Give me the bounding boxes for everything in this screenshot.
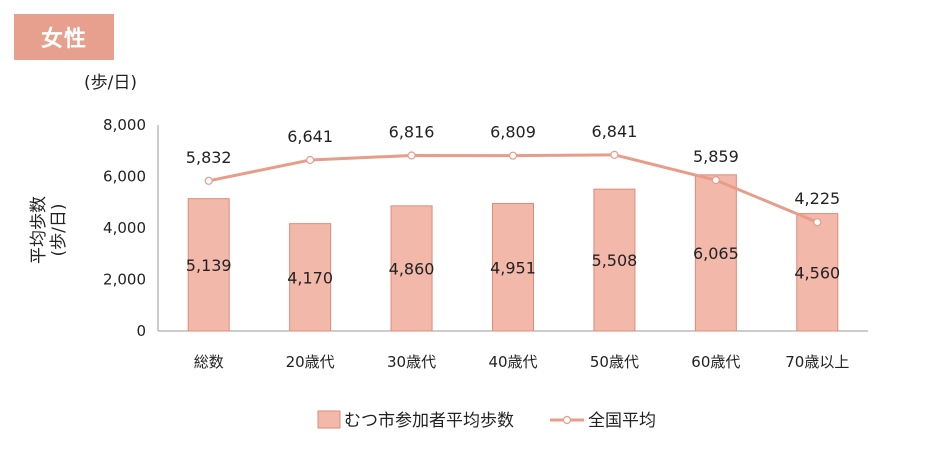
line-point [306, 155, 315, 165]
line-point [813, 218, 822, 227]
legend-bar-label: むつ市参加者平均歩数 [344, 411, 514, 431]
line-value-label: 4,225 [794, 189, 840, 208]
legend-line-label: 全国平均 [588, 411, 656, 431]
bar-value-label: 4,951 [490, 258, 536, 277]
bar [187, 198, 230, 332]
x-tick-label: 70歳以上 [785, 353, 849, 371]
line-point [407, 151, 416, 160]
legend-line-marker [562, 415, 572, 425]
y-tick-label: 4,000 [103, 219, 146, 237]
bar [492, 203, 534, 332]
bar [796, 213, 839, 332]
legend-bar-swatch [317, 410, 341, 429]
line-point [711, 176, 720, 185]
line-value-label: 6,841 [592, 122, 638, 141]
bar-value-label: 5,139 [186, 256, 232, 275]
x-tick-label: 50歳代 [590, 353, 639, 371]
bar-value-label: 4,170 [287, 268, 333, 287]
y-tick-label: 2,000 [103, 271, 146, 289]
x-tick-label: 40歳代 [488, 353, 537, 371]
gender-badge-label: 女性 [40, 27, 87, 52]
bar-value-label: 5,508 [592, 251, 638, 270]
line-value-label: 5,859 [693, 147, 739, 166]
line-value-label: 6,641 [287, 127, 333, 146]
y-axis-title: 平均歩数 [29, 196, 49, 264]
line-value-label: 5,832 [186, 148, 232, 167]
y-tick-label: 8,000 [103, 116, 146, 134]
line-value-label: 6,816 [389, 122, 435, 141]
y-tick-label: 0 [136, 322, 146, 340]
bar-value-label: 4,860 [389, 259, 435, 278]
y-unit-label: (歩/日) [84, 73, 137, 93]
line-point [508, 151, 518, 160]
y-tick-label: 6,000 [103, 168, 146, 186]
bar [289, 223, 332, 332]
gender-badge: 女性 [14, 14, 114, 60]
bar-value-label: 6,065 [693, 244, 739, 263]
line-value-label: 6,809 [490, 123, 536, 142]
x-tick-label: 20歳代 [286, 353, 335, 371]
x-tick-label: 30歳代 [387, 353, 436, 371]
x-tick-label: 総数 [194, 353, 224, 371]
y-axis-title: (歩/日) [49, 204, 69, 257]
line-point [610, 150, 619, 159]
line-point [204, 176, 213, 185]
x-tick-label: 60歳代 [691, 353, 740, 371]
bar [593, 188, 636, 332]
bar [694, 174, 737, 332]
bar-value-label: 4,560 [794, 263, 840, 282]
bar [390, 205, 433, 332]
